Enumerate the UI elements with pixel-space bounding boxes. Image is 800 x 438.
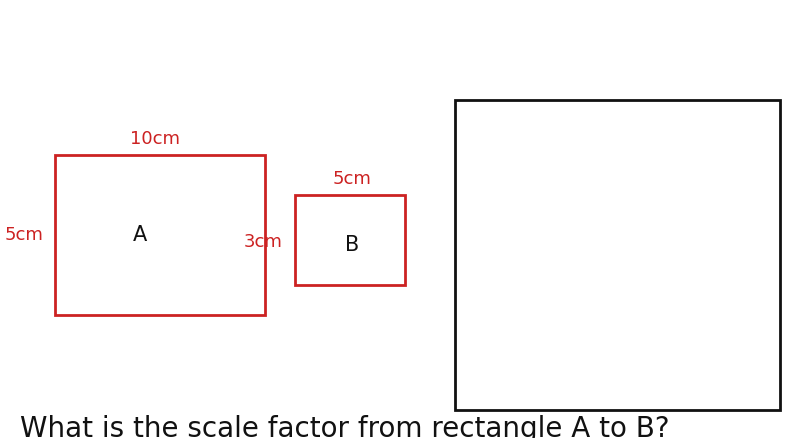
Text: B: B (345, 235, 359, 255)
Text: 5cm: 5cm (4, 226, 43, 244)
Text: A: A (133, 225, 147, 245)
Text: What is the scale factor from rectangle A to B?: What is the scale factor from rectangle … (20, 415, 670, 438)
Bar (295, 195, 405, 285)
Bar (455, 100, 780, 410)
Text: 5cm: 5cm (333, 170, 371, 188)
Text: 10cm: 10cm (130, 130, 180, 148)
Text: 3cm: 3cm (244, 233, 283, 251)
Bar (55, 155, 265, 315)
